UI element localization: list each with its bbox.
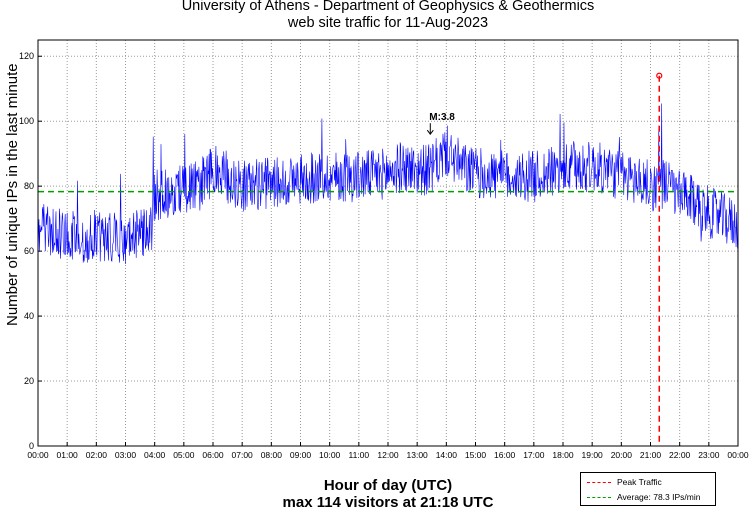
annotation-arrowhead [426, 129, 434, 136]
x-tick-label: 04:00 [144, 450, 166, 460]
traffic-line [37, 103, 739, 265]
x-tick-label: 00:00 [27, 450, 49, 460]
x-tick-label: 11:00 [349, 450, 370, 460]
x-tick-label: 08:00 [261, 450, 283, 460]
legend-item-average: Average: 78.3 IPs/min [587, 491, 700, 503]
legend-average-swatch [587, 496, 611, 498]
plot-frame [37, 39, 739, 447]
x-tick-label: 12:00 [377, 450, 399, 460]
x-tick-label: 17:00 [523, 450, 545, 460]
axis-ticks: 0 20 40 60 80 100 120 00:00 01:00 02:00 03:00 04:00… [19, 51, 749, 460]
x-tick-label: 10:00 [319, 450, 341, 460]
x-axis-label: Hour of day (UTC) [323, 477, 453, 494]
y-tick-label: 80 [24, 181, 34, 191]
legend-peak-swatch [587, 481, 611, 483]
legend-average-label: Average: 78.3 IPs/min [617, 492, 701, 502]
y-axis-label: Number of unique IPs in the last minute [4, 63, 21, 326]
legend: Peak Traffic Average: 78.3 IPs/min [580, 472, 716, 506]
chart-title: University of Athens - Department of Geo… [181, 0, 595, 14]
x-tick-label: 09:00 [290, 450, 312, 460]
x-tick-label: 20:00 [611, 450, 633, 460]
legend-item-peak: Peak Traffic [587, 476, 662, 488]
chart-subtitle: web site traffic for 11-Aug-2023 [287, 15, 489, 31]
y-tick-label: 100 [19, 116, 34, 126]
x-tick-label: 01:00 [57, 450, 79, 460]
x-tick-label: 13:00 [407, 450, 429, 460]
x-tick-label: 00:00 [727, 450, 749, 460]
max-visitors-note: max 114 visitors at 21:18 UTC [282, 494, 494, 511]
plot-area [38, 40, 738, 446]
y-tick-label: 20 [24, 376, 34, 386]
x-tick-label: 18:00 [552, 450, 574, 460]
x-tick-label: 19:00 [582, 450, 604, 460]
x-tick-label: 21:00 [640, 450, 662, 460]
x-tick-label: 02:00 [86, 450, 108, 460]
annotation-label: M:3.8 [429, 112, 455, 123]
peak-marker [656, 72, 663, 79]
overlays: M:3.8 [38, 72, 738, 446]
x-tick-label: 16:00 [494, 450, 516, 460]
y-tick-label: 40 [24, 311, 34, 321]
x-tick-label: 23:00 [698, 450, 720, 460]
legend-peak-label: Peak Traffic [617, 477, 662, 487]
x-tick-label: 05:00 [173, 450, 195, 460]
y-tick-label: 0 [29, 441, 34, 451]
x-tick-label: 15:00 [465, 450, 487, 460]
x-tick-label: 06:00 [202, 450, 224, 460]
traffic-series [37, 103, 739, 265]
y-tick-label: 60 [24, 246, 34, 256]
y-tick-label: 120 [19, 51, 34, 61]
x-tick-label: 07:00 [232, 450, 254, 460]
x-tick-label: 03:00 [115, 450, 137, 460]
x-tick-label: 14:00 [436, 450, 458, 460]
x-tick-label: 22:00 [669, 450, 691, 460]
